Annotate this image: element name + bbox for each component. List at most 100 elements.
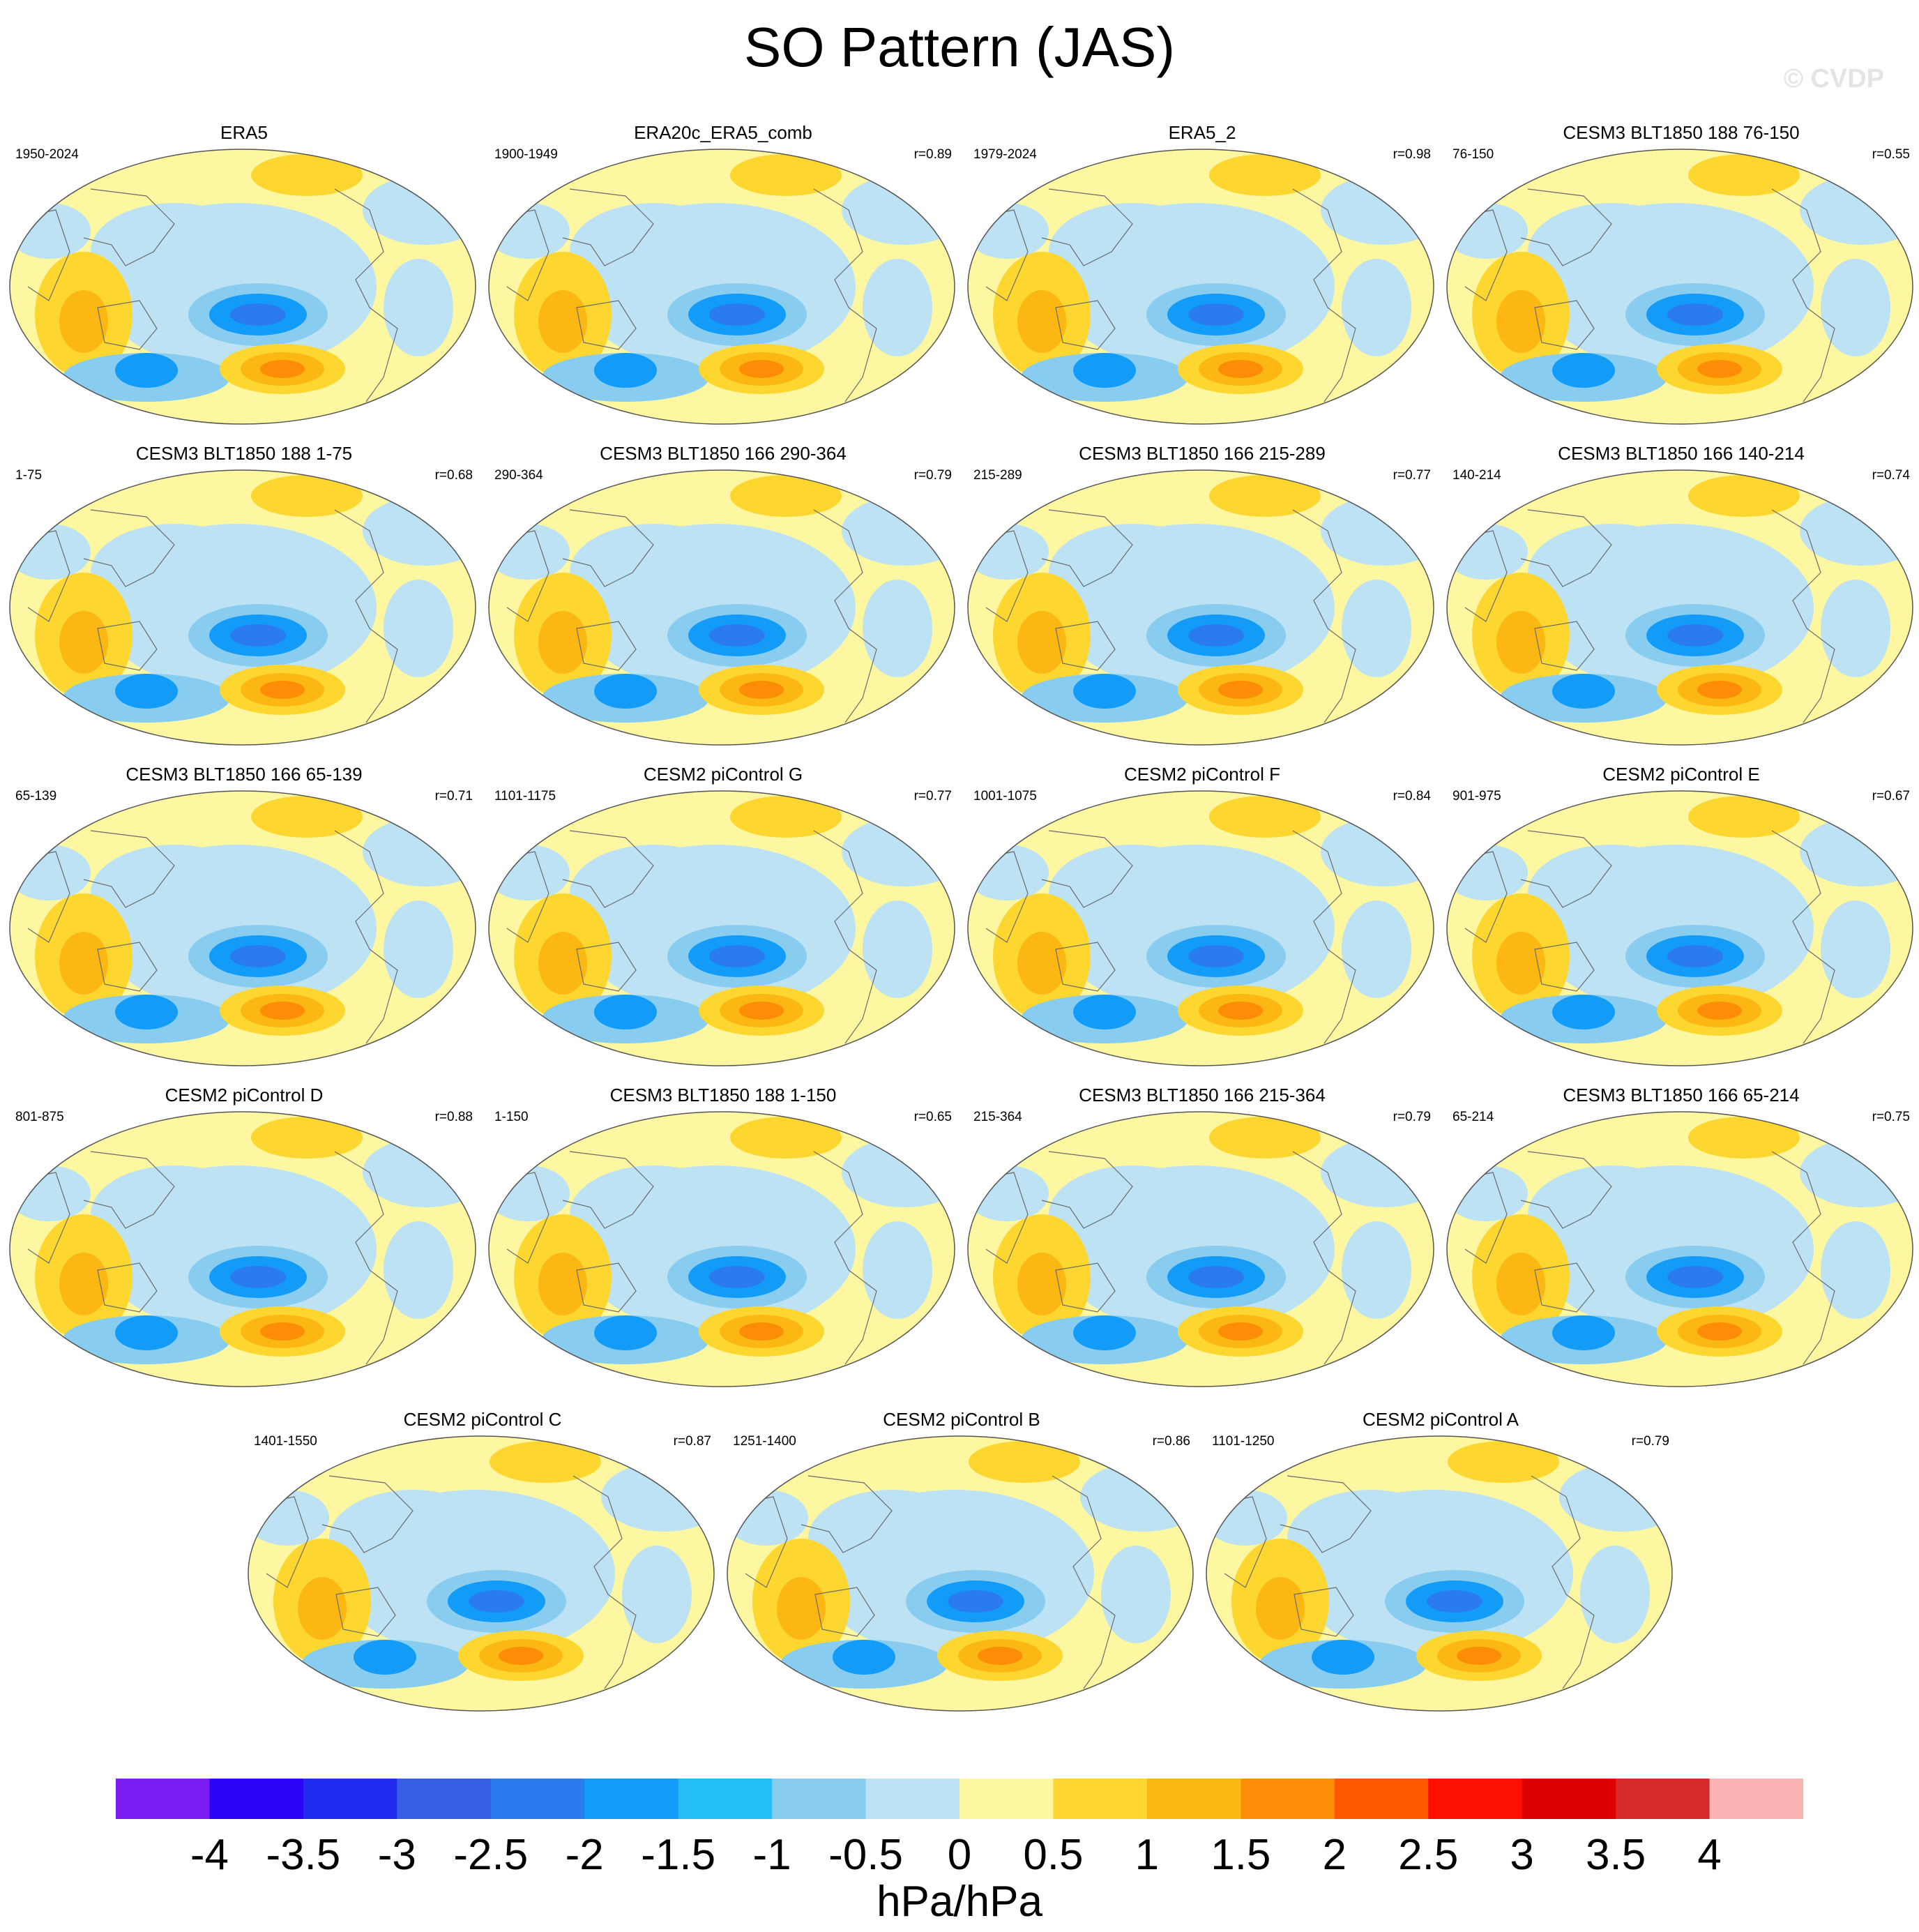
panel-title: CESM3 BLT1850 188 1-75 [135, 443, 353, 464]
south-atlantic-negative-region [384, 259, 453, 356]
arctic-positive-region [251, 796, 363, 838]
indian-ocean-positive-core [1017, 932, 1066, 995]
south-atlantic-negative-region [863, 580, 932, 677]
southern-positive-core [499, 1647, 543, 1665]
north-pacific-negative-region [570, 845, 737, 942]
south-pacific-negative-core [1667, 945, 1723, 967]
panel-correlation: r=0.77 [913, 789, 952, 803]
north-pacific-negative-region [1049, 524, 1216, 621]
indian-ocean-positive-core [59, 611, 108, 674]
indian-ocean-positive-core [777, 1577, 826, 1640]
map-panel: CESM2 piControl F 1001-1075 r=0.84 [965, 764, 1439, 1071]
south-pacific-negative-core [230, 1266, 286, 1288]
arctic-positive-region [1209, 154, 1321, 196]
north-pacific-negative-region [808, 1490, 976, 1587]
south-indian-negative-center [594, 995, 657, 1029]
colorbar [116, 1779, 1803, 1819]
americas-coastline [334, 830, 398, 1044]
americas-coastline [1052, 1475, 1116, 1689]
indian-ocean-positive-core [1496, 290, 1545, 353]
map-border [488, 469, 955, 746]
australia-coastline [1534, 1262, 1595, 1313]
americas-coastline [1531, 1475, 1595, 1689]
south-indian-negative-center [1073, 674, 1136, 709]
map-panel: ERA5_2 1979-2024 r=0.98 [965, 122, 1439, 429]
map-border [9, 469, 476, 746]
americas-coastline [813, 1151, 877, 1365]
colorbar-segment [1616, 1779, 1711, 1819]
regression-map [1446, 469, 1913, 746]
asia-coastline [562, 1151, 654, 1229]
south-atlantic-negative-region [1821, 900, 1890, 998]
americas-coastline [1771, 188, 1835, 402]
southern-positive-core [978, 1647, 1022, 1665]
asia-coastline [562, 509, 654, 587]
southern-positive-core [739, 360, 784, 378]
australia-coastline [1055, 942, 1116, 992]
regression-map [9, 1111, 476, 1387]
panel-correlation: r=0.77 [1393, 468, 1431, 483]
colorbar-tick-label: -3 [377, 1831, 416, 1879]
south-pacific-negative-core [1188, 624, 1244, 647]
arctic-positive-region [1448, 1441, 1559, 1483]
south-atlantic-negative-region [1342, 580, 1411, 677]
regression-map [9, 790, 476, 1066]
south-pacific-negative-core [1188, 1266, 1244, 1288]
asia-coastline [83, 1151, 175, 1229]
indian-ocean-positive-core [1496, 1253, 1545, 1315]
southern-positive-core [739, 1002, 784, 1020]
arctic-positive-region [730, 475, 842, 517]
panel-title: CESM3 BLT1850 166 65-214 [1563, 1085, 1800, 1105]
south-atlantic-negative-region [1580, 1546, 1650, 1643]
panel-correlation: r=0.74 [1872, 468, 1910, 483]
map-border [9, 149, 476, 425]
australia-coastline [335, 1587, 396, 1637]
arctic-positive-region [1209, 475, 1321, 517]
panel-correlation: r=0.84 [1393, 789, 1431, 803]
south-indian-negative-center [1073, 1315, 1136, 1350]
southern-positive-core [260, 1322, 305, 1341]
australia-coastline [1534, 300, 1595, 350]
arctic-positive-region [251, 154, 363, 196]
panel-years: 1101-1250 [1212, 1434, 1275, 1449]
north-pacific-negative-region [1049, 203, 1216, 301]
south-pacific-negative-core [948, 1590, 1003, 1613]
regression-map [9, 469, 476, 746]
watermark: © CVDP [1783, 64, 1884, 93]
panel-years: 65-139 [15, 789, 57, 803]
americas-coastline [1292, 188, 1356, 402]
map-panel: CESM3 BLT1850 166 215-364 215-364 r=0.79 [965, 1085, 1439, 1391]
colorbar-unit-label: hPa/hPa [877, 1878, 1042, 1926]
colorbar-tick-label: 2 [1322, 1831, 1347, 1879]
north-pacific-negative-region [570, 524, 737, 621]
southern-positive-core [1697, 1322, 1742, 1341]
panel-years: 215-289 [973, 468, 1022, 483]
colorbar-segment [678, 1779, 773, 1819]
south-pacific-negative-core [1188, 945, 1244, 967]
panel-years: 290-364 [494, 468, 543, 483]
map-border [967, 469, 1434, 746]
south-indian-negative-center [594, 674, 657, 709]
indian-ocean-positive-core [538, 290, 587, 353]
panel-correlation: r=0.75 [1872, 1110, 1910, 1124]
south-atlantic-negative-region [1342, 1221, 1411, 1319]
south-indian-negative-center [833, 1640, 895, 1675]
map-panel: CESM3 BLT1850 188 76-150 76-150 r=0.55 [1444, 122, 1918, 429]
south-atlantic-negative-region [1342, 259, 1411, 356]
regression-map [727, 1435, 1194, 1712]
panel-title: ERA20c_ERA5_comb [634, 122, 812, 143]
map-panel: CESM2 piControl C 1401-1550 r=0.87 [245, 1409, 720, 1716]
regression-map [488, 790, 955, 1066]
arctic-positive-region [251, 1117, 363, 1159]
asia-coastline [83, 509, 175, 587]
south-pacific-negative-core [230, 624, 286, 647]
south-atlantic-negative-region [622, 1546, 692, 1643]
panel-correlation: r=0.65 [913, 1110, 952, 1124]
south-atlantic-negative-region [1821, 580, 1890, 677]
americas-coastline [334, 509, 398, 723]
southern-positive-core [1218, 360, 1263, 378]
north-pacific-negative-region [570, 203, 737, 301]
south-pacific-negative-core [709, 624, 765, 647]
panel-correlation: r=0.87 [673, 1434, 711, 1449]
asia-coastline [801, 1475, 893, 1553]
